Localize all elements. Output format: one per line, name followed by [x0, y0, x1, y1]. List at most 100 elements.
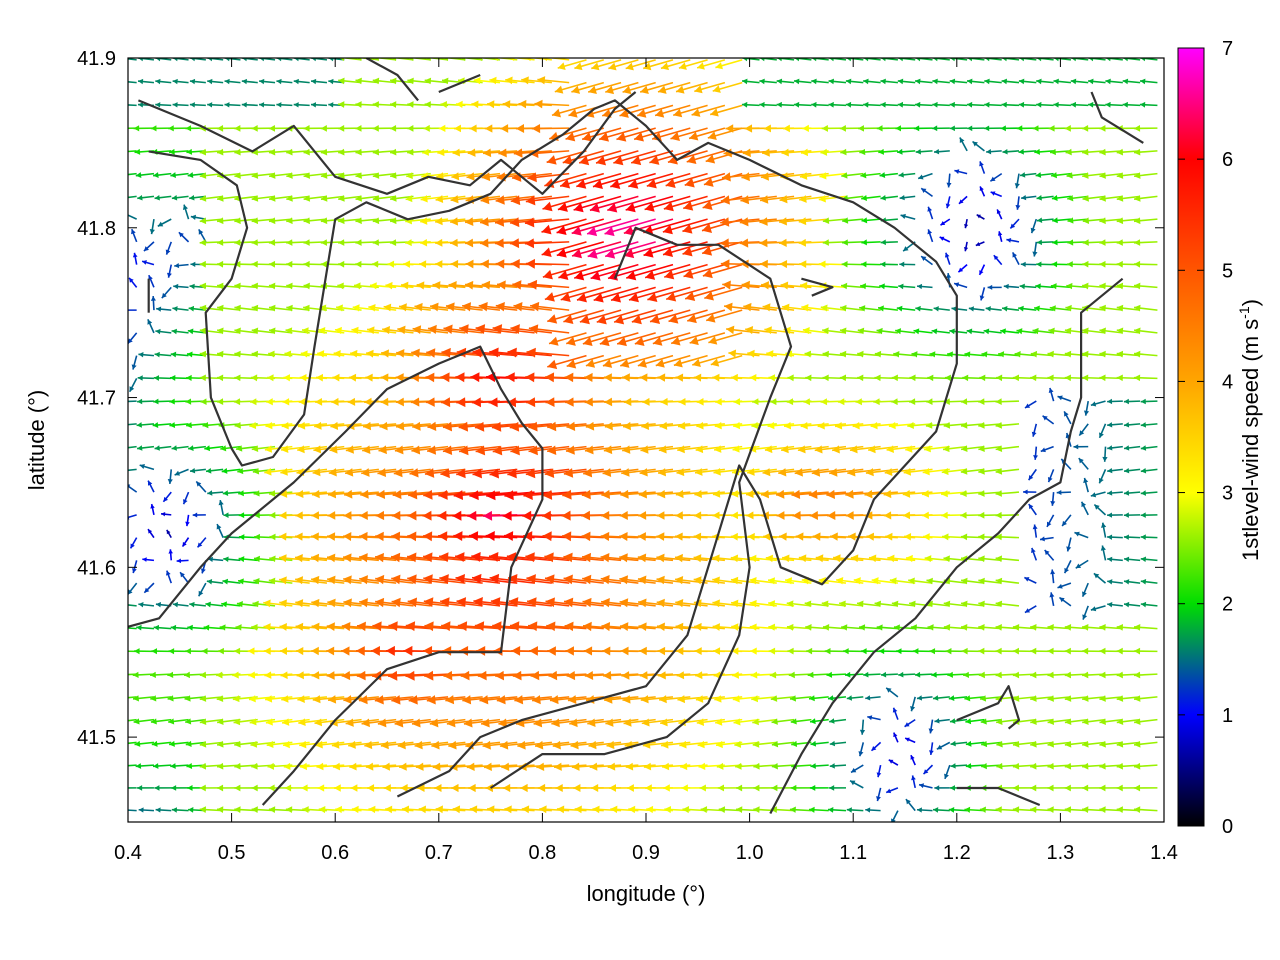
wind-arrow-head	[960, 398, 968, 406]
wind-arrow-head	[1107, 512, 1113, 518]
wind-arrow-head	[259, 58, 265, 62]
wind-arrow-head	[1082, 172, 1089, 179]
wind-arrow-head	[405, 195, 413, 203]
wind-arrow-head	[607, 203, 618, 213]
wind-arrow-head	[674, 553, 683, 563]
wind-arrow-head	[379, 421, 388, 431]
wind-arrow-head	[432, 762, 441, 771]
wind-arrow-head	[219, 624, 226, 631]
wind-arrow-head	[1134, 740, 1141, 748]
wind-arrow-head	[883, 489, 892, 499]
wind-arrow-head	[844, 671, 851, 678]
wind-arrow-head	[628, 805, 636, 814]
wind-arrow-head	[874, 350, 882, 358]
wind-arrow-head	[171, 328, 177, 335]
wind-arrow-head	[204, 445, 211, 452]
wind-arrow-head	[1030, 350, 1038, 358]
wind-arrow-head	[915, 58, 921, 62]
wind-arrow-head	[924, 555, 932, 563]
wind-arrow-head	[509, 421, 520, 432]
wind-arrow-head	[150, 504, 155, 509]
wind-arrow-head	[265, 695, 273, 703]
wind-arrow-head	[712, 599, 720, 608]
wind-arrow-head	[902, 490, 911, 498]
wind-arrow-head	[137, 195, 143, 201]
wind-arrow-head	[350, 349, 358, 358]
wind-arrow-head	[567, 695, 577, 705]
wind-arrow-head	[967, 125, 973, 132]
wind-arrow-head	[845, 511, 854, 520]
wind-arrow-head	[407, 597, 418, 608]
wind-arrow-head	[695, 468, 703, 476]
wind-arrow-head	[326, 622, 335, 632]
wind-arrow-head	[468, 531, 479, 541]
wind-arrow-head	[283, 762, 291, 770]
wind-arrow-head	[511, 646, 521, 656]
wind-arrow-head	[314, 421, 322, 430]
wind-arrow-head	[372, 621, 382, 632]
wind-arrow-head	[295, 489, 304, 499]
wind-arrow-head	[528, 621, 538, 632]
wind-arrow-head	[512, 670, 522, 681]
wind-arrow-head	[1082, 614, 1088, 620]
wind-arrow-head	[802, 327, 810, 335]
wind-arrow-head	[616, 132, 627, 142]
wind-arrow-head	[601, 621, 611, 632]
wind-arrow-head	[587, 718, 596, 728]
wind-arrow-head	[169, 422, 176, 429]
wind-arrow-head	[846, 58, 852, 62]
wind-arrow-head	[216, 524, 222, 530]
wind-arrow-head	[443, 670, 453, 681]
wind-arrow-head	[581, 510, 591, 521]
wind-arrow-head	[804, 600, 812, 608]
y-tick-label: 41.6	[77, 557, 116, 579]
wind-arrow-head	[896, 305, 903, 312]
wind-arrow-head	[545, 574, 555, 585]
wind-arrow-head	[1050, 569, 1056, 575]
wind-arrow-head	[374, 695, 384, 705]
wind-arrow-head	[865, 807, 871, 813]
wind-arrow-head	[542, 201, 553, 212]
wind-arrow-head	[520, 783, 528, 793]
wind-arrow-head	[1066, 172, 1073, 179]
wind-arrow-head	[778, 468, 787, 477]
wind-arrow-head	[318, 805, 326, 814]
wind-arrow-head	[1090, 401, 1097, 407]
wind-arrow-head	[702, 268, 713, 279]
wind-arrow-head	[993, 255, 999, 261]
wind-arrow-head	[268, 784, 275, 792]
wind-arrow-head	[760, 195, 769, 204]
wind-arrow-head	[120, 785, 125, 791]
wind-arrow-head	[684, 177, 695, 188]
wind-arrow-head	[1056, 489, 1062, 496]
wind-arrow-head	[933, 695, 939, 701]
wind-arrow-head	[168, 718, 175, 725]
wind-arrow-head	[547, 445, 557, 455]
wind-arrow-head	[964, 806, 971, 813]
wind-arrow-head	[359, 510, 368, 521]
wind-arrow-head	[1028, 504, 1034, 510]
wind-arrow-head	[237, 467, 244, 475]
wind-arrow-head	[343, 553, 352, 563]
wind-arrow-head	[1012, 762, 1020, 770]
colorbar-tick-label: 1	[1222, 705, 1233, 727]
wind-arrow-head	[871, 746, 877, 751]
wind-arrow-head	[234, 784, 241, 792]
wind-arrow-shaft	[128, 400, 137, 403]
wind-arrow-head	[947, 671, 953, 678]
wind-arrow-head	[1116, 195, 1124, 202]
wind-arrow-head	[943, 398, 950, 406]
wind-arrow-head	[1098, 477, 1104, 484]
wind-arrow-head	[1002, 305, 1008, 312]
wind-arrow-head	[365, 373, 373, 382]
wind-arrow-head	[498, 718, 508, 728]
wind-arrow-head	[217, 217, 224, 225]
wind-arrow-head	[138, 78, 144, 85]
wind-arrow-head	[412, 325, 422, 335]
wind-arrow-head	[1123, 422, 1130, 428]
wind-arrow-head	[469, 490, 479, 501]
wind-arrow-head	[792, 511, 801, 521]
wind-arrow-head	[1012, 374, 1020, 382]
wind-arrow-head	[391, 597, 401, 608]
wind-arrow-head	[951, 306, 957, 312]
